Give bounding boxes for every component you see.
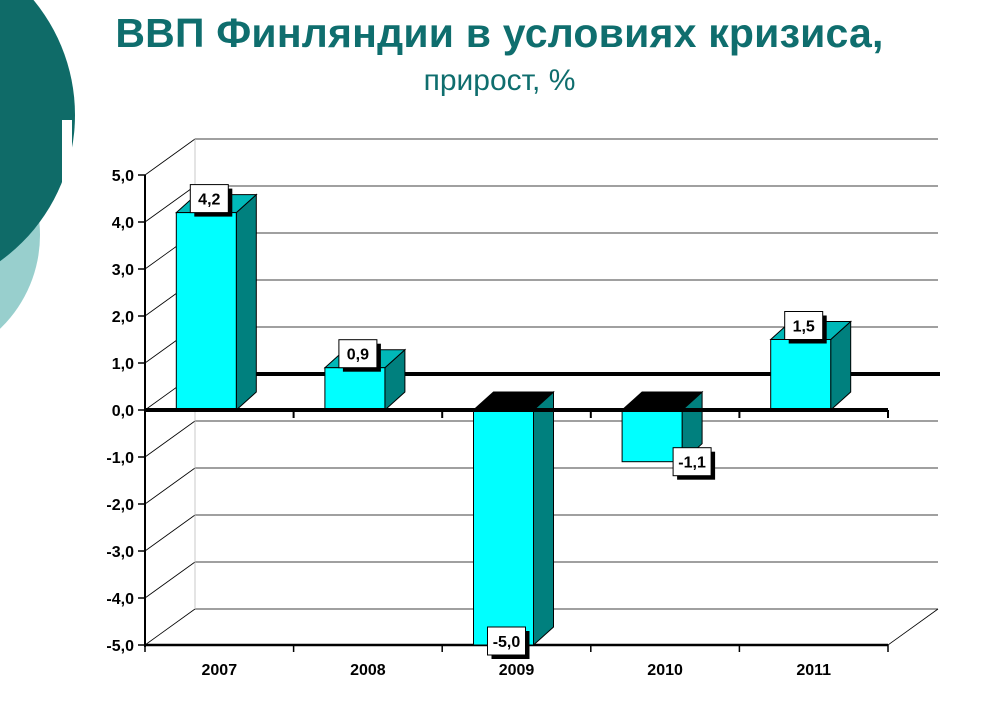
- y-tick-label: 0,0: [112, 403, 134, 420]
- page-title: ВВП Финляндии в условиях кризиса,: [115, 10, 884, 56]
- floor-edge: [887, 608, 939, 646]
- grid-diagonal: [144, 608, 196, 646]
- y-tick-label: 3,0: [112, 262, 134, 279]
- data-label: -5,0: [493, 634, 521, 651]
- deco-white-strip: [62, 120, 72, 380]
- data-label-box: [189, 184, 229, 214]
- y-tick-label: -5,0: [106, 638, 134, 655]
- x-tick-label: 2010: [647, 662, 683, 679]
- grid-diagonal: [144, 138, 196, 176]
- data-label: 1,5: [793, 319, 815, 336]
- data-label-box: [487, 626, 526, 656]
- y-tick-label: 1,0: [112, 356, 134, 373]
- grid-diagonal: [144, 514, 196, 552]
- data-label-box: [338, 339, 378, 369]
- grid-diagonal: [144, 561, 196, 599]
- grid-diagonal: [144, 467, 196, 505]
- dark-circle-shape: [0, 0, 75, 262]
- y-tick-label: -1,0: [106, 450, 134, 467]
- y-tick-label: 2,0: [112, 309, 134, 326]
- data-label: 4,2: [198, 192, 220, 209]
- y-tick-label: 5,0: [112, 168, 134, 185]
- y-tick-label: -3,0: [106, 544, 134, 561]
- bar: [473, 409, 534, 646]
- grid-diagonal: [144, 420, 196, 458]
- bar: [175, 212, 237, 411]
- bar: [324, 367, 386, 411]
- bar-side: [235, 193, 257, 412]
- bar-side: [533, 390, 554, 647]
- data-label: -1,1: [678, 455, 706, 472]
- page-subtitle: прирост, %: [423, 64, 576, 97]
- data-label-box: [784, 311, 824, 340]
- data-label: 0,9: [347, 347, 369, 364]
- x-tick-label: 2011: [796, 662, 831, 679]
- y-tick-label: -2,0: [106, 497, 134, 514]
- bar: [621, 409, 683, 463]
- grid-diagonal: [144, 185, 196, 223]
- data-label-box: [672, 447, 712, 477]
- x-tick-label: 2009: [499, 662, 535, 679]
- x-tick-label: 2007: [202, 662, 238, 679]
- bar: [770, 339, 832, 411]
- y-tick-label: -4,0: [106, 591, 134, 608]
- x-tick-label: 2008: [350, 662, 386, 679]
- y-tick-label: 4,0: [112, 215, 134, 232]
